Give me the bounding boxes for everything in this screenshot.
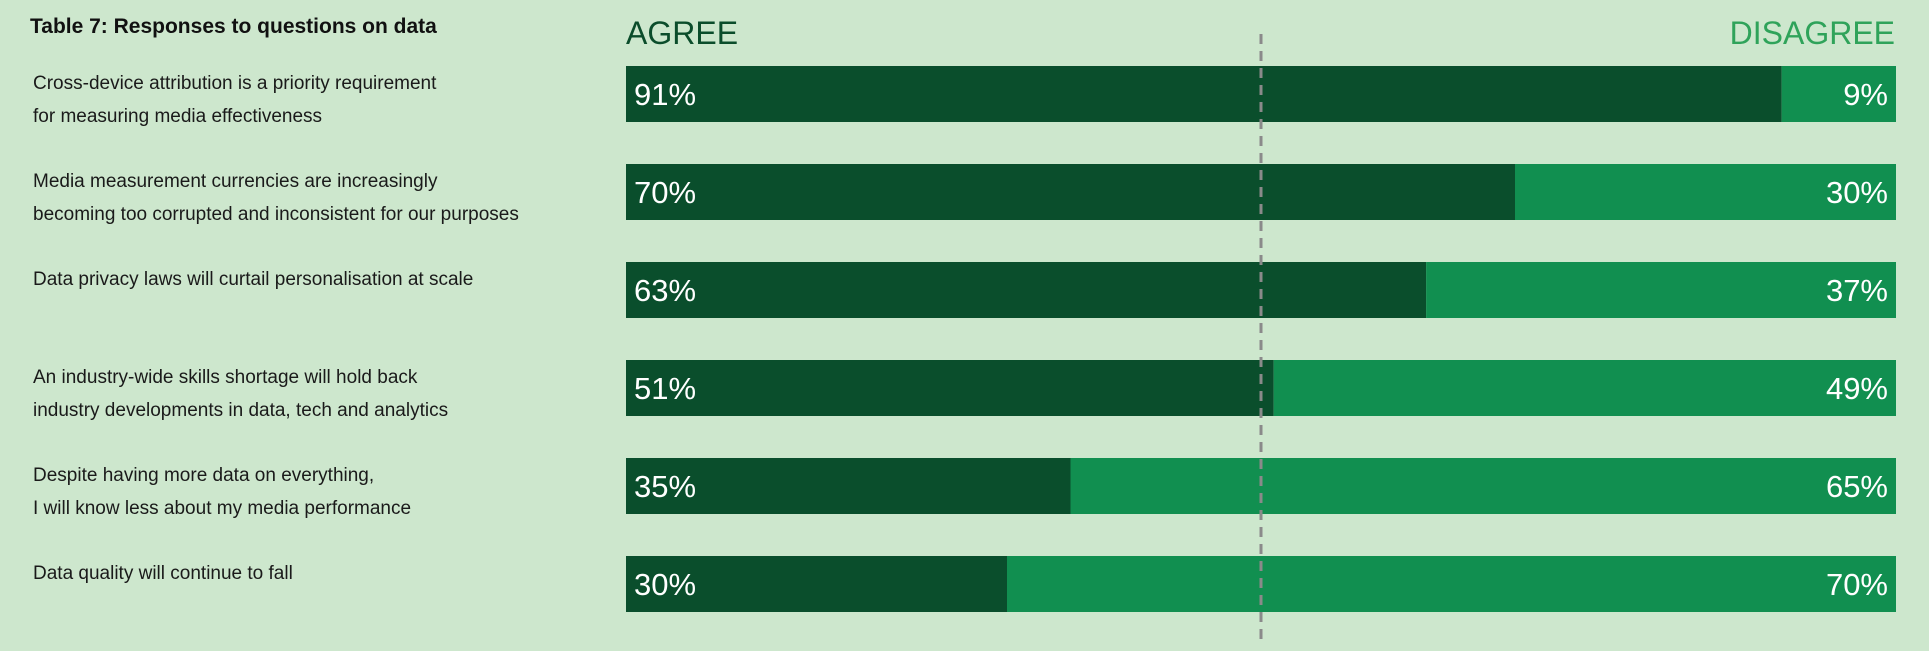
disagree-bar xyxy=(1781,66,1896,122)
agree-bar xyxy=(626,458,1071,514)
row-6: Data quality will continue to fall 30% 70% xyxy=(33,556,1896,612)
row-2: Media measurement currencies are increas… xyxy=(33,164,1896,225)
agree-bar xyxy=(626,66,1782,122)
agree-value-label: 91% xyxy=(634,77,696,112)
row-3: Data privacy laws will curtail personali… xyxy=(33,262,1896,318)
question-label: for measuring media effectiveness xyxy=(33,106,322,127)
disagree-value-label: 70% xyxy=(1826,567,1888,602)
row-5: Despite having more data on everything, I… xyxy=(33,458,1896,519)
bar-rows: Cross-device attribution is a priority r… xyxy=(33,66,1896,612)
disagree-value-label: 65% xyxy=(1826,469,1888,504)
disagree-value-label: 49% xyxy=(1826,371,1888,406)
legend-agree: AGREE xyxy=(626,15,738,51)
agree-bar xyxy=(626,262,1427,318)
disagree-bar xyxy=(1426,262,1896,318)
agree-bar xyxy=(626,360,1274,416)
agree-value-label: 30% xyxy=(634,567,696,602)
question-label: Data privacy laws will curtail personali… xyxy=(33,269,473,290)
question-label: Media measurement currencies are increas… xyxy=(33,171,438,192)
agree-value-label: 35% xyxy=(634,469,696,504)
question-label: Despite having more data on everything, xyxy=(33,465,374,486)
disagree-bar xyxy=(1273,360,1896,416)
agree-value-label: 51% xyxy=(634,371,696,406)
question-label: becoming too corrupted and inconsistent … xyxy=(33,204,519,225)
disagree-bar xyxy=(1070,458,1896,514)
agree-bar xyxy=(626,164,1515,220)
disagree-value-label: 9% xyxy=(1843,77,1888,112)
agree-value-label: 63% xyxy=(634,273,696,308)
row-1: Cross-device attribution is a priority r… xyxy=(33,66,1896,127)
agree-value-label: 70% xyxy=(634,175,696,210)
agree-bar xyxy=(626,556,1007,612)
chart-title: Table 7: Responses to questions on data xyxy=(30,15,437,38)
question-label: Cross-device attribution is a priority r… xyxy=(33,73,437,94)
question-label: industry developments in data, tech and … xyxy=(33,400,448,421)
row-4: An industry-wide skills shortage will ho… xyxy=(33,360,1896,421)
question-label: Data quality will continue to fall xyxy=(33,563,293,584)
question-label: I will know less about my media performa… xyxy=(33,498,411,519)
disagree-value-label: 37% xyxy=(1826,273,1888,308)
question-label: An industry-wide skills shortage will ho… xyxy=(33,367,418,388)
disagree-value-label: 30% xyxy=(1826,175,1888,210)
disagree-bar xyxy=(1007,556,1896,612)
legend-disagree: DISAGREE xyxy=(1730,15,1895,51)
disagree-bar xyxy=(1515,164,1896,220)
